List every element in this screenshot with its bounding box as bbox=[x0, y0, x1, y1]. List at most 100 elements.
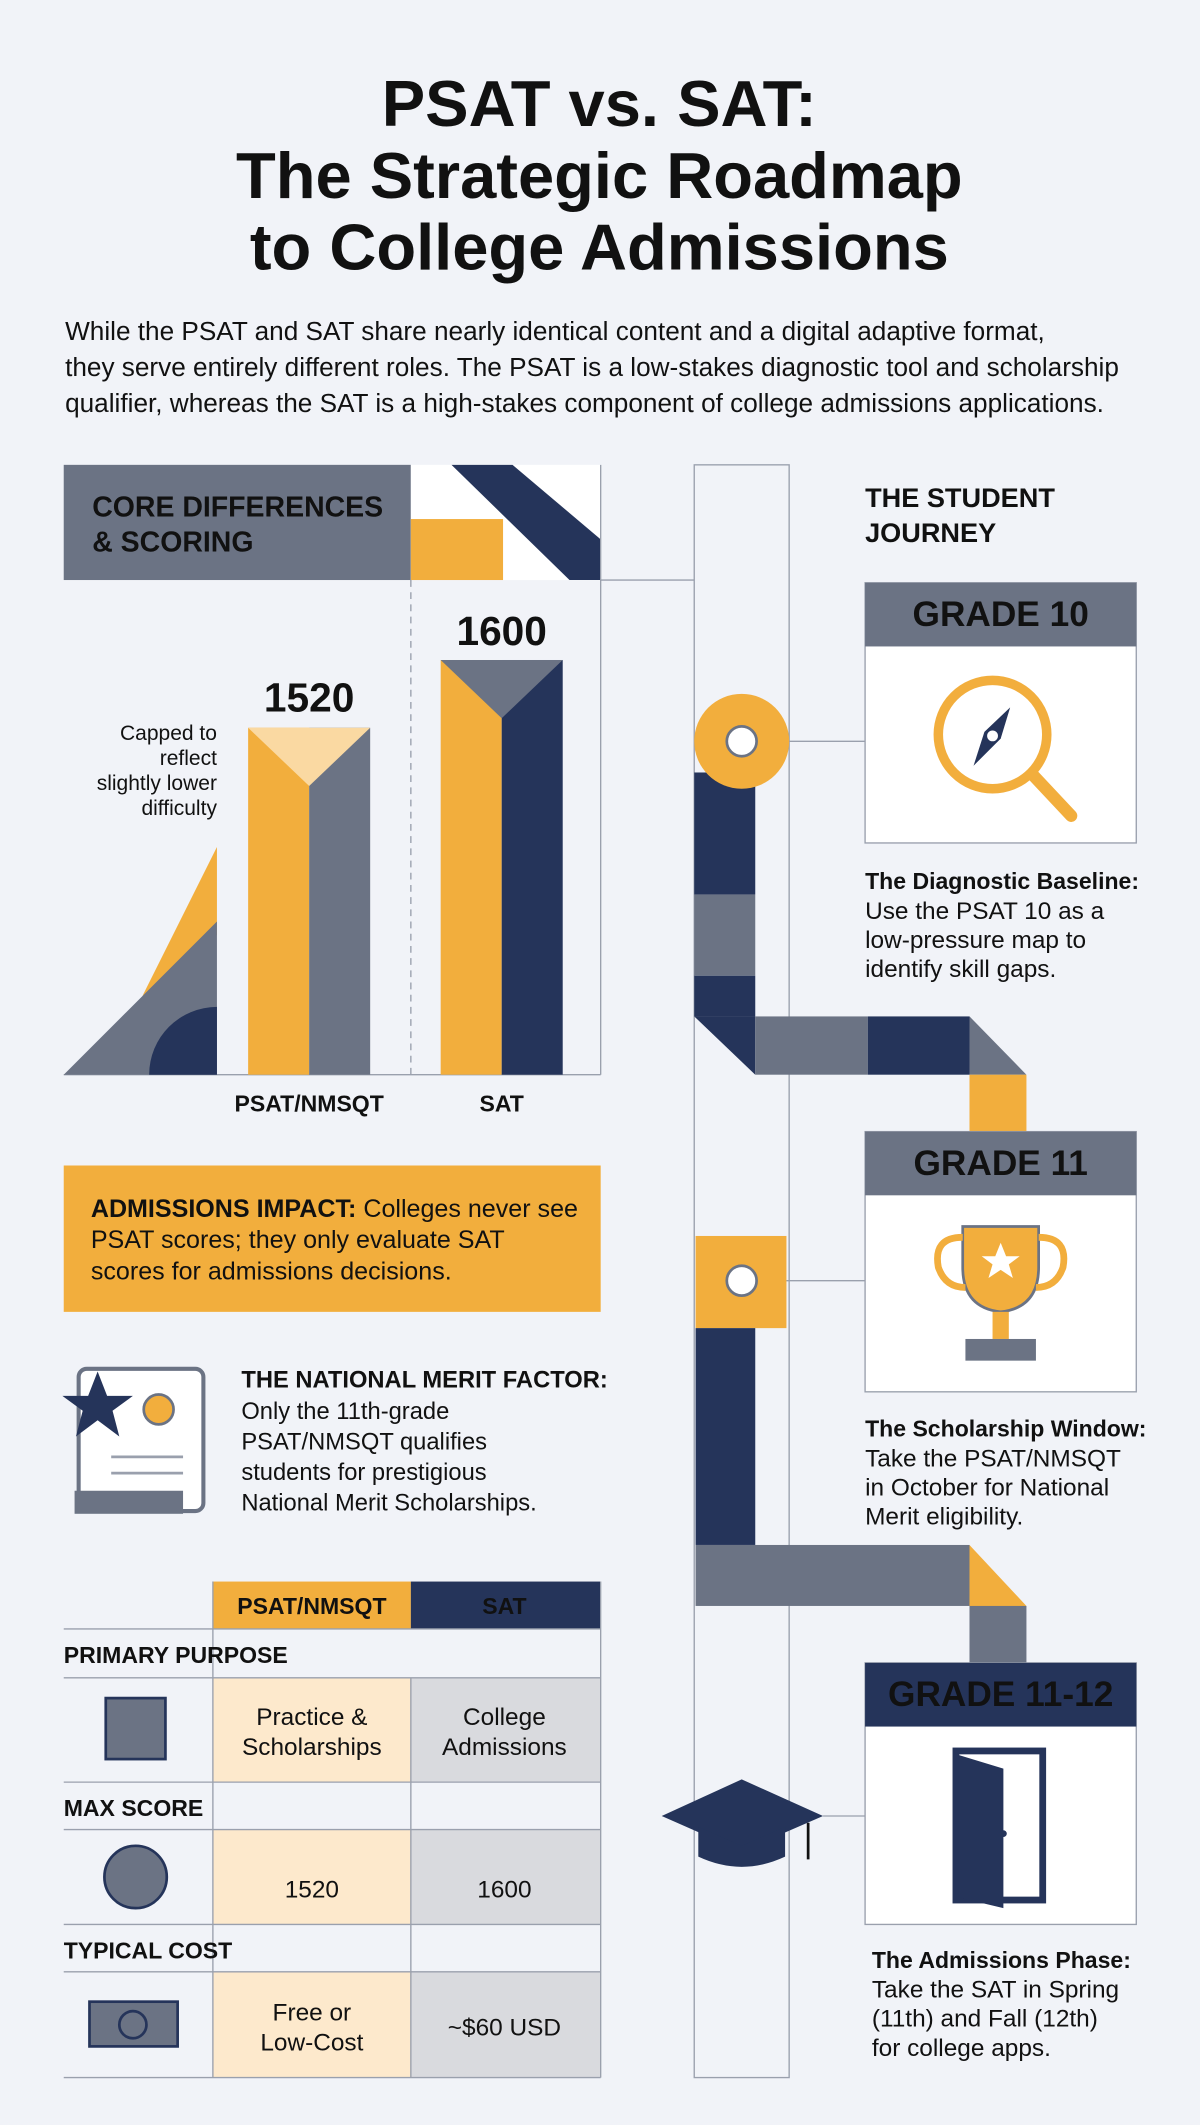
table-header bbox=[410, 1581, 601, 1629]
psat-score: 1520 bbox=[264, 675, 354, 721]
card-header bbox=[865, 582, 1137, 647]
milestone bbox=[725, 1264, 758, 1297]
bar-cap bbox=[440, 659, 563, 719]
road bbox=[969, 1544, 1027, 1606]
deco bbox=[142, 847, 217, 997]
grade-label: GRADE 10 bbox=[913, 595, 1089, 634]
cell bbox=[410, 1829, 601, 1925]
cell-text: ~$60 USD bbox=[448, 2015, 561, 2042]
cell-text: 1520 bbox=[285, 1876, 339, 1903]
sat-bar bbox=[501, 659, 563, 1075]
grad-cap bbox=[698, 1826, 786, 1867]
merit-label: THE NATIONAL MERIT FACTOR: bbox=[241, 1368, 607, 1394]
title-line: PSAT vs. SAT: bbox=[382, 67, 817, 140]
cell-text-line: 1520 bbox=[285, 1876, 339, 1903]
sat-score: 1600 bbox=[456, 608, 546, 654]
journey-title: THE STUDENT JOURNEY bbox=[865, 482, 1055, 548]
step-text: Take the SAT in Spring (11th) and Fall (1… bbox=[872, 1977, 1119, 2062]
step-heading: The Scholarship Window: bbox=[865, 1416, 1146, 1442]
journey-title-line: JOURNEY bbox=[865, 517, 996, 548]
step-heading: The Admissions Phase: bbox=[872, 1947, 1131, 1973]
grade-label: GRADE 11 bbox=[914, 1144, 1088, 1183]
column-header: PSAT/NMSQT bbox=[237, 1593, 386, 1619]
header-deco bbox=[451, 464, 601, 581]
compass-icon bbox=[987, 730, 998, 742]
door-icon bbox=[958, 1755, 1004, 1909]
certificate-icon bbox=[74, 1490, 184, 1514]
road bbox=[867, 1016, 970, 1075]
cell-text-line: Admissions bbox=[442, 1734, 567, 1761]
merit-text-line: students for prestigious bbox=[241, 1460, 486, 1486]
merit-text-line: PSAT/NMSQT qualifies bbox=[241, 1429, 487, 1455]
cell-text: Practice & Scholarships bbox=[242, 1704, 382, 1761]
road bbox=[695, 1328, 756, 1545]
purpose-icon bbox=[104, 1696, 167, 1761]
step-heading: The Diagnostic Baseline: bbox=[865, 868, 1139, 894]
cell-text-line: ~$60 USD bbox=[448, 2015, 561, 2042]
step-text: Take the PSAT/NMSQT in October for Nation… bbox=[865, 1445, 1121, 1530]
header-deco bbox=[410, 519, 504, 581]
compass-icon bbox=[1024, 766, 1078, 822]
cell bbox=[410, 1677, 601, 1783]
road bbox=[694, 1016, 756, 1075]
journey-title-line: THE STUDENT bbox=[865, 482, 1055, 513]
intro-line: they serve entirely different roles. The… bbox=[65, 352, 1119, 382]
cell-text-line: Low-Cost bbox=[260, 2029, 363, 2056]
step-text-line: for college apps. bbox=[872, 2035, 1051, 2062]
road bbox=[694, 772, 756, 895]
section-header bbox=[63, 464, 411, 581]
step-text-line: Take the SAT in Spring bbox=[872, 1977, 1119, 2004]
cell bbox=[212, 1971, 411, 2078]
road bbox=[694, 894, 756, 976]
bar-label: SAT bbox=[480, 1090, 524, 1116]
trophy-icon bbox=[934, 1233, 1068, 1291]
step-text-line: Use the PSAT 10 as a bbox=[865, 898, 1105, 925]
cell-text-line: Scholarships bbox=[242, 1734, 382, 1761]
road bbox=[755, 1016, 868, 1075]
medal-icon bbox=[142, 1393, 175, 1426]
grade-label: GRADE 11-12 bbox=[888, 1675, 1113, 1714]
intro-line: While the PSAT and SAT share nearly iden… bbox=[65, 316, 1045, 346]
merit-text-line: National Merit Scholarships. bbox=[241, 1490, 536, 1516]
star-icon bbox=[62, 1371, 133, 1437]
row-label: MAX SCORE bbox=[64, 1795, 204, 1821]
deco bbox=[149, 1006, 217, 1075]
step-text-line: Take the PSAT/NMSQT bbox=[865, 1445, 1121, 1472]
note-line: slightly lower bbox=[97, 772, 217, 795]
column-header: SAT bbox=[482, 1593, 526, 1619]
impact-text: ADMISSIONS IMPACT: Colleges never see PSA… bbox=[91, 1195, 578, 1285]
card-header bbox=[865, 1131, 1137, 1196]
step-text-line: low-pressure map to bbox=[865, 927, 1086, 954]
step-text-line: in October for National bbox=[865, 1475, 1109, 1502]
road bbox=[969, 1605, 1027, 1663]
trophy-icon bbox=[965, 1338, 1036, 1361]
merit-text-line: Only the 11th-grade bbox=[241, 1399, 449, 1425]
section-title-line: CORE DIFFERENCES bbox=[92, 491, 383, 523]
cell-text-line: Practice & bbox=[256, 1704, 367, 1731]
cell-text: Free or Low-Cost bbox=[260, 2000, 363, 2057]
bar-label: PSAT/NMSQT bbox=[234, 1090, 383, 1116]
trophy-icon bbox=[992, 1311, 1009, 1339]
impact-box bbox=[63, 1165, 601, 1312]
intro: While the PSAT and SAT share nearly iden… bbox=[65, 316, 1119, 418]
note-line: reflect bbox=[160, 747, 217, 770]
title-line: to College Admissions bbox=[250, 211, 949, 284]
row-label: PRIMARY PURPOSE bbox=[64, 1642, 288, 1668]
bar-cap bbox=[248, 727, 371, 787]
road bbox=[694, 975, 756, 1017]
step-text-line: identify skill gaps. bbox=[865, 956, 1056, 983]
cell-text: 1600 bbox=[477, 1876, 531, 1903]
section-title-line: & SCORING bbox=[92, 527, 253, 559]
note-line: difficulty bbox=[141, 797, 217, 820]
cell-text-line: 1600 bbox=[477, 1876, 531, 1903]
step-text: Use the PSAT 10 as a low-pressure map to i… bbox=[865, 898, 1105, 983]
psat-bar bbox=[309, 727, 371, 1075]
impact-line: PSAT scores; they only evaluate SAT bbox=[91, 1226, 505, 1254]
score-icon bbox=[103, 1844, 169, 1910]
title: PSAT vs. SAT: The Strategic Roadmap to Col… bbox=[236, 67, 963, 284]
cell bbox=[410, 1971, 601, 2078]
merit-text: Only the 11th-grade PSAT/NMSQT qualifies s… bbox=[241, 1399, 536, 1516]
note: Capped to reflect slightly lower difficulty bbox=[97, 722, 218, 820]
cost-icon bbox=[117, 2009, 148, 2040]
